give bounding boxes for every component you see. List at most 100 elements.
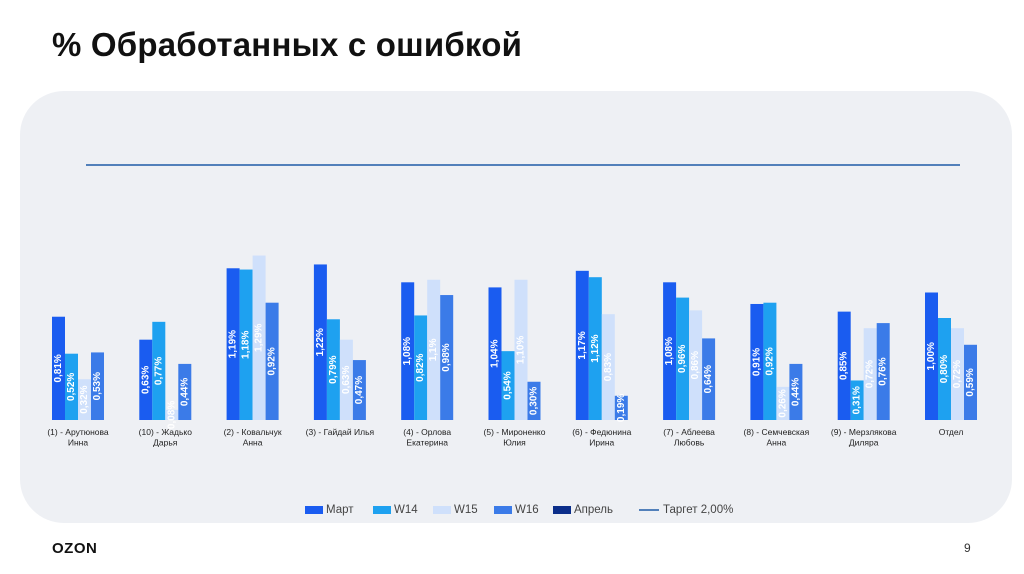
bar-w14 <box>326 319 340 420</box>
data-label: 0,64% <box>703 365 714 393</box>
bar-w15 <box>252 255 266 420</box>
data-label: 1,17% <box>577 331 588 359</box>
bar-w15 <box>339 339 353 420</box>
data-label: 0,80% <box>939 355 950 383</box>
bar-w16 <box>614 395 628 420</box>
data-label: 0,77% <box>153 357 164 385</box>
data-label: 0,96% <box>677 345 688 373</box>
bar-w14 <box>588 277 602 420</box>
page-number: 9 <box>964 541 971 555</box>
bar-w15 <box>78 379 91 420</box>
category-label: (5) - Мироненко Юлия <box>484 427 546 448</box>
data-label: 1,00% <box>926 342 937 370</box>
legend-label: Март <box>326 504 354 516</box>
data-label: 0,32% <box>79 385 90 413</box>
data-label: 0,19% <box>616 394 627 422</box>
bar-март <box>488 287 502 420</box>
bar-w16 <box>527 381 541 420</box>
category-label: Отдел <box>939 427 964 437</box>
category-label: (3) - Гайдай Илья <box>306 427 375 437</box>
category-label: (2) - Ковальчук Анна <box>224 427 282 448</box>
bar-w15 <box>165 409 179 420</box>
bar-w14 <box>676 297 690 420</box>
page-title: % Обработанных с ошибкой <box>52 26 523 63</box>
category-label: (1) - Арутюнова Инна <box>47 427 109 448</box>
bar-w14 <box>501 351 515 420</box>
data-label: 1,04% <box>490 339 501 367</box>
bar-w15 <box>427 279 441 420</box>
category-label: (9) - Мерзлякова Диляра <box>831 427 897 448</box>
data-label: 1,29% <box>254 323 265 351</box>
legend-swatch <box>433 506 451 514</box>
legend-label: Апрель <box>574 504 613 516</box>
data-label: 0,85% <box>839 352 850 380</box>
data-label: 0,08% <box>166 401 177 429</box>
data-label: 0,30% <box>529 387 540 415</box>
data-label: 0,79% <box>328 355 339 383</box>
bar-w15 <box>601 314 615 420</box>
bar-март <box>226 268 240 420</box>
data-label: 0,31% <box>852 386 863 414</box>
data-label: 0,83% <box>603 353 614 381</box>
category-label: (7) - Аблеева Любовь <box>663 427 715 448</box>
bar-март <box>663 282 677 420</box>
category-label: (6) - Федюнина Ирина <box>572 427 631 448</box>
legend-swatch <box>494 506 512 514</box>
bar-март <box>575 270 589 420</box>
legend-swatch <box>373 506 391 514</box>
bar-w14 <box>938 318 951 420</box>
bar-w15 <box>863 328 877 420</box>
bar-март <box>925 292 938 420</box>
data-label: 1,19% <box>228 330 239 358</box>
data-label: 0,98% <box>441 343 452 371</box>
data-label: 0,26% <box>777 389 788 417</box>
bar-март <box>313 264 327 420</box>
bar-w16 <box>964 344 977 420</box>
bar-w14 <box>763 302 777 420</box>
bar-w14 <box>239 269 253 420</box>
bar-март <box>52 316 65 420</box>
data-label: 0,47% <box>354 376 365 404</box>
bar-март <box>401 282 415 420</box>
data-label: 0,72% <box>952 360 963 388</box>
legend-label: W14 <box>394 504 418 516</box>
data-label: 0,59% <box>965 368 976 396</box>
legend-label: Таргет 2,00% <box>663 504 733 516</box>
legend-label: W15 <box>454 504 478 516</box>
bar-w14 <box>65 353 78 420</box>
data-label: 0,54% <box>503 371 514 399</box>
data-label: 0,76% <box>878 357 889 385</box>
ozon-logo: OZON <box>52 540 98 557</box>
bar-w16 <box>178 363 192 420</box>
bar-w14 <box>152 321 166 420</box>
bar-w15 <box>689 310 703 420</box>
legend-swatch <box>553 506 571 514</box>
bar-w16 <box>265 302 279 420</box>
data-label: 1,1% <box>428 338 439 361</box>
data-label: 0,44% <box>179 378 190 406</box>
category-label: (8) - Семчевская Анна <box>744 427 810 448</box>
data-label: 0,63% <box>341 366 352 394</box>
bar-март <box>139 339 153 420</box>
data-label: 0,63% <box>140 366 151 394</box>
bar-w14 <box>414 315 428 420</box>
bar-w16 <box>876 323 890 420</box>
bar-w15 <box>776 386 790 420</box>
data-label: 0,72% <box>865 360 876 388</box>
data-label: 0,92% <box>267 347 278 375</box>
legend-swatch <box>305 506 323 514</box>
data-label: 1,08% <box>402 337 413 365</box>
data-label: 0,82% <box>415 353 426 381</box>
data-label: 0,86% <box>690 351 701 379</box>
data-label: 0,52% <box>66 373 77 401</box>
data-label: 0,44% <box>790 378 801 406</box>
data-label: 0,91% <box>751 348 762 376</box>
data-label: 1,08% <box>664 337 675 365</box>
data-label: 0,92% <box>764 347 775 375</box>
bar-w16 <box>440 295 454 420</box>
category-label: (4) - Орлова Екатерина <box>403 427 451 448</box>
data-label: 1,10% <box>516 336 527 364</box>
bar-w15 <box>951 328 964 420</box>
legend-label: W16 <box>515 504 539 516</box>
